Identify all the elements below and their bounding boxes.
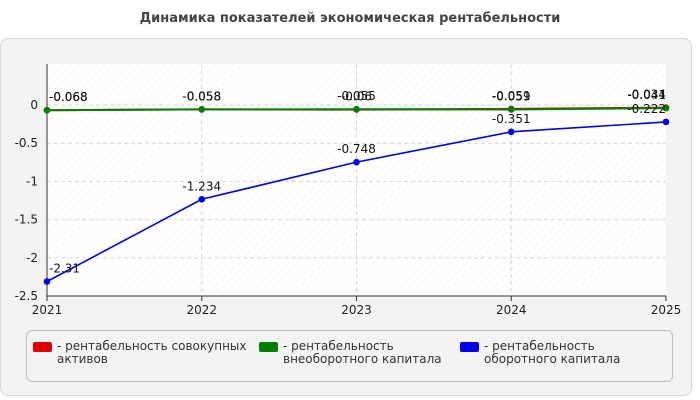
y-tick-label: -1 (26, 174, 38, 188)
x-tick-label: 2025 (651, 303, 682, 317)
legend-swatch (259, 342, 278, 352)
data-point (507, 128, 515, 136)
data-point (507, 106, 515, 113)
data-point (43, 106, 51, 114)
data-point (353, 158, 360, 166)
legend-item-working-capital[interactable]: - рентабельность оборотного капитала (460, 340, 665, 366)
data-label: -0.222 (627, 102, 666, 116)
legend: - рентабельность совокупных активов - ре… (26, 330, 673, 382)
data-point (198, 195, 206, 203)
data-point (198, 106, 206, 113)
data-point (353, 105, 360, 113)
data-label: -0.055 (337, 89, 376, 103)
data-label: -0.068 (49, 90, 88, 104)
data-label: -0.051 (492, 89, 531, 103)
data-label: -0.034 (627, 88, 666, 102)
legend-item-noncurrent-capital[interactable]: - рентабельность внеоборотного капитала (259, 340, 449, 366)
data-label: -0.058 (182, 89, 221, 103)
data-label: -0.041 (627, 88, 666, 102)
x-tick-label: 2021 (32, 303, 63, 317)
data-label: -0.058 (182, 89, 221, 103)
data-label: -0.748 (337, 142, 376, 156)
legend-swatch (460, 342, 479, 352)
data-point (662, 104, 670, 112)
data-label: -0.06 (341, 90, 372, 104)
legend-label: - рентабельность оборотного капитала (484, 339, 621, 366)
legend-label: - рентабельность совокупных активов (57, 339, 247, 366)
legend-item-total-assets[interactable]: - рентабельность совокупных активов (33, 340, 248, 366)
data-label: -0.351 (492, 112, 531, 126)
data-point (662, 118, 670, 126)
legend-swatch (33, 342, 52, 352)
x-tick-label: 2024 (496, 303, 527, 317)
legend-label: - рентабельность внеоборотного капитала (283, 339, 442, 366)
data-label: -0.068 (49, 90, 88, 104)
data-label: -2.31 (49, 261, 80, 275)
chart-title: Динамика показателей экономическая рента… (139, 11, 561, 26)
y-tick-label: -0.5 (15, 136, 38, 150)
y-tick-label: -1.5 (15, 213, 38, 227)
x-tick-label: 2022 (186, 303, 217, 317)
y-tick-label: -2.5 (15, 289, 38, 303)
data-label: -0.059 (492, 90, 531, 104)
data-point (43, 278, 51, 285)
y-tick-label: 0 (30, 98, 38, 112)
x-tick-label: 2023 (341, 303, 372, 317)
data-label: -1.234 (182, 179, 221, 193)
y-tick-label: -2 (26, 251, 38, 265)
